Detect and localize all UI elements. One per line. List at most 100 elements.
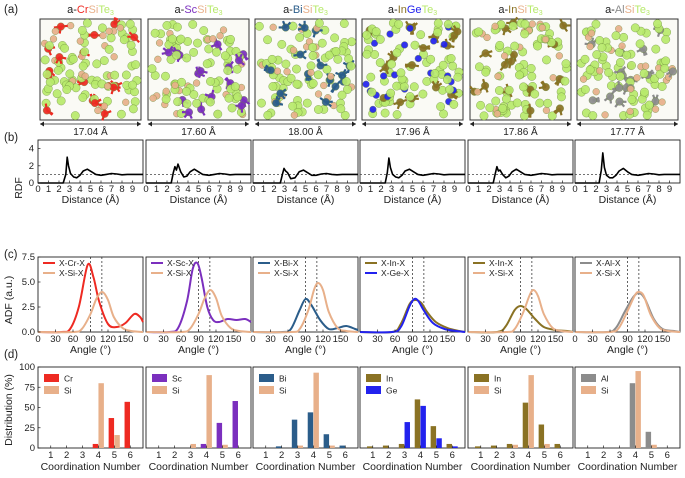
x-tick-label: 8 (656, 184, 661, 195)
atom (200, 26, 208, 34)
atom (431, 69, 439, 77)
title-part-1: Sc (184, 4, 197, 16)
atom (41, 56, 49, 64)
atom (233, 65, 241, 73)
atom (434, 19, 442, 27)
bar-In-cn1 (367, 446, 372, 448)
rdf-line (360, 158, 465, 183)
atom (495, 73, 502, 80)
x-tick-label: 5 (327, 450, 332, 461)
x-tick-label: 6 (665, 450, 670, 461)
x-tick-label: 9 (667, 184, 672, 195)
atom (177, 35, 185, 43)
bar-Bi-cn2 (276, 446, 281, 448)
atom (257, 99, 265, 107)
atom (586, 66, 594, 74)
atom (533, 42, 541, 50)
atom (292, 65, 300, 73)
atom (272, 99, 280, 107)
x-tick-label: 150 (655, 334, 671, 345)
bar-In-cn3 (507, 444, 512, 448)
legend-label: Si (601, 386, 609, 396)
atom (376, 58, 384, 66)
legend-label: Ge (386, 386, 398, 396)
legend-swatch (581, 386, 596, 394)
atom (91, 31, 99, 39)
arrow-head-right (245, 122, 249, 127)
bar-Si-cn5 (329, 446, 334, 448)
atom (183, 100, 191, 108)
legend-label: X-Si-X (59, 268, 84, 278)
x-tick-label: 150 (548, 334, 564, 345)
atom (309, 79, 317, 87)
atom (255, 22, 263, 30)
x-tick-label: 3 (402, 450, 407, 461)
x-tick-label: 150 (333, 334, 349, 345)
atom (448, 62, 456, 70)
legend-label: X-Si-X (596, 268, 621, 278)
title-part-3: Te (98, 4, 110, 16)
atom (604, 68, 612, 76)
atom (363, 31, 371, 39)
atom (314, 105, 322, 113)
atom (542, 83, 550, 91)
x-tick-label: 0 (465, 334, 470, 345)
atom (284, 68, 291, 75)
structure-title: a-InGeTe3 (388, 4, 437, 17)
atom (596, 67, 603, 74)
atom (486, 104, 494, 112)
legend-swatch (581, 374, 596, 382)
x-tick-label: 2 (601, 450, 606, 461)
atom (91, 99, 99, 107)
atom (550, 74, 557, 81)
cell-length: 18.00 Å (288, 125, 323, 138)
atom (662, 35, 670, 43)
atom (660, 64, 668, 72)
adf-xlabel: Angle (°) (392, 344, 433, 356)
x-tick-label: 3 (510, 450, 515, 461)
atom (482, 68, 490, 76)
plot-frame (360, 140, 465, 183)
cell-length: 17.60 Å (181, 125, 216, 138)
atom (267, 66, 275, 74)
atom (515, 71, 523, 79)
x-tick-label: 0 (357, 184, 362, 195)
atom (400, 82, 408, 90)
atom (277, 90, 285, 98)
title-part-1: In (398, 4, 407, 16)
atom (631, 24, 639, 32)
atom (615, 84, 623, 92)
atom (94, 107, 101, 114)
atom (556, 52, 563, 59)
x-tick-label: 9 (452, 184, 457, 195)
atom (419, 90, 427, 98)
bar-Al-cn4 (630, 383, 635, 448)
dist-xlabel: Coordination Number (41, 461, 141, 473)
atom (270, 24, 277, 31)
atom (52, 28, 59, 35)
atom (69, 55, 77, 63)
atom (224, 66, 232, 74)
atom (498, 104, 506, 112)
atom (484, 34, 491, 41)
bar-Si-cn5 (222, 445, 227, 448)
atom (185, 108, 193, 116)
atom (393, 110, 401, 118)
atom (476, 101, 484, 109)
atom (330, 34, 338, 42)
legend-label: Si (64, 386, 72, 396)
atom (172, 82, 179, 89)
atom (539, 24, 546, 31)
atom (634, 74, 641, 81)
atom (616, 72, 624, 80)
title-part-3: Te (422, 4, 434, 16)
bar-In-cn6 (447, 444, 452, 448)
x-tick-label: 2 (64, 450, 69, 461)
atom (45, 41, 53, 49)
adf-xlabel: Angle (°) (178, 344, 219, 356)
